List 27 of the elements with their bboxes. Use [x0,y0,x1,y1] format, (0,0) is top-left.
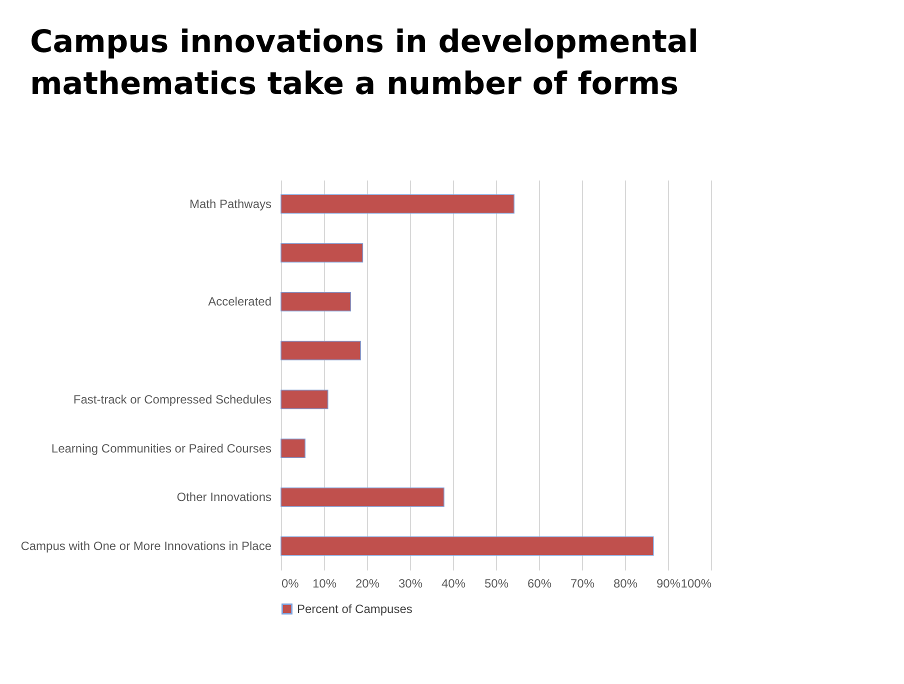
y-tick-label: Math Pathways [189,196,272,211]
y-tick-label: Accelerated [208,294,272,309]
bar [280,243,364,263]
x-tick-label: 30% [398,576,423,590]
x-tick-label: 60% [527,576,552,590]
bar [280,487,444,507]
y-tick-label: Campus with One or More Innovations in Place [20,539,272,554]
x-tick-label: 20% [355,576,380,590]
y-tick-label: Learning Communities or Paired Courses [51,441,272,456]
x-tick-label: 10% [312,576,337,590]
bar [280,292,352,312]
x-tick-label: 50% [484,576,509,590]
x-tick-label: 80% [613,576,638,590]
x-tick-label: 0% [282,576,300,590]
x-tick-label: 100% [680,576,712,590]
bar [280,438,306,458]
x-tick-label: 70% [570,576,595,590]
y-tick-label: Other Innovations [176,490,272,504]
bar [280,536,654,556]
bar [280,340,361,360]
y-tick-label: Fast-track or Compressed Schedules [73,392,272,406]
chart-title: Campus innovations in developmental mathematics take a number of forms [30,23,700,104]
legend-label: Percent of Campuses [297,602,412,616]
x-tick-label: 90% [656,576,681,590]
x-tick-label: 40% [441,576,466,590]
bar [280,194,514,214]
bar [280,390,328,410]
